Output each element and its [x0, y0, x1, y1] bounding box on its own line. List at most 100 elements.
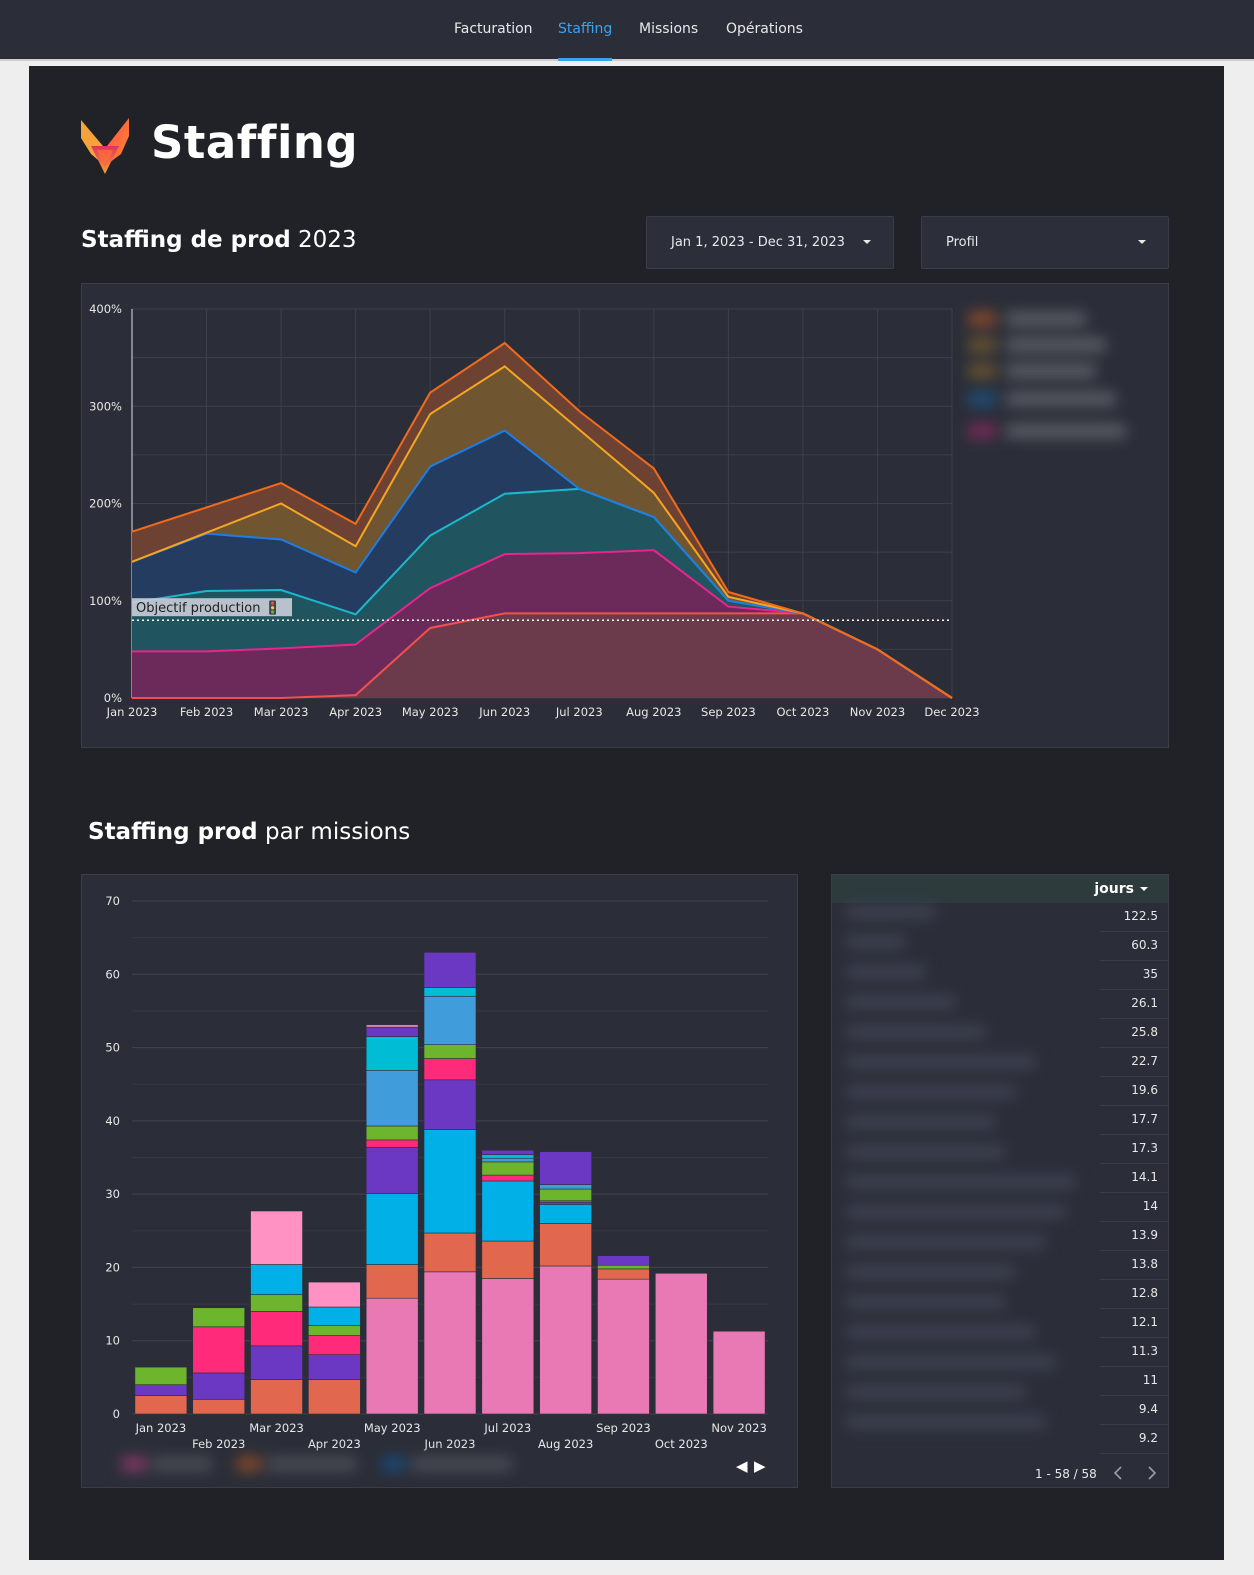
jours-value: 14.1: [1131, 1170, 1158, 1184]
area-series-0: [132, 613, 952, 698]
bar-segment: [423, 1058, 477, 1081]
jours-value: 35: [1142, 967, 1158, 981]
x-tick-label: May 2023: [402, 705, 459, 719]
bar-segment: [250, 1379, 303, 1415]
x-tick-label: Oct 2023: [655, 1437, 708, 1451]
profile-filter-dropdown[interactable]: Profil: [921, 216, 1169, 269]
bar-segment: [539, 1184, 592, 1190]
bar-segment: [481, 1149, 535, 1155]
table-row: 35: [1100, 961, 1168, 990]
bar-segment: [308, 1306, 361, 1326]
table-row: 13.8: [1100, 1251, 1168, 1280]
x-tick-label: Jan 2023: [106, 705, 158, 719]
bar-segment: [539, 1151, 592, 1185]
legend-prev-button[interactable]: ◀: [736, 1457, 748, 1475]
sort-column-jours[interactable]: jours: [1094, 881, 1148, 897]
jours-value: 9.2: [1138, 1431, 1158, 1445]
bar-segment: [481, 1157, 535, 1163]
x-tick-label: Apr 2023: [329, 705, 382, 719]
x-tick-label: Nov 2023: [850, 705, 905, 719]
bar-segment: [365, 1139, 419, 1148]
missions-bar-chart-panel: 0 10 20 30 40 50 60 70 Jan 2023 Feb 2023 Mar 2023 A…: [81, 874, 798, 1488]
bar-segment: [308, 1281, 361, 1308]
bar-segment: [365, 1125, 419, 1141]
page-title: Staffing: [151, 116, 359, 169]
x-tick-label: May 2023: [364, 1421, 421, 1435]
bar-segment: [365, 1297, 419, 1415]
jours-value: 25.8: [1131, 1025, 1158, 1039]
x-tick-label: Aug 2023: [538, 1437, 593, 1451]
bar-segment: [654, 1272, 708, 1415]
bar-segment: [365, 1026, 419, 1037]
area-series-4: [132, 366, 952, 698]
table-row: 22.7: [1100, 1048, 1168, 1077]
chevron-left-icon[interactable]: [1108, 1463, 1128, 1483]
tab-facturation[interactable]: Facturation: [454, 21, 533, 37]
profile-filter-value: Profil: [946, 235, 979, 250]
missions-bar-chart: 0 10 20 30 40 50 60 70 Jan 2023 Feb 2023 Mar 2023 A…: [105, 894, 768, 1451]
table-row: 14.1: [1100, 1164, 1168, 1193]
y-tick-label: 50: [105, 1041, 120, 1055]
jours-value: 9.4: [1138, 1402, 1158, 1416]
table-row: 12.8: [1100, 1280, 1168, 1309]
table-row: 19.6: [1100, 1077, 1168, 1106]
legend-next-button[interactable]: ▶: [754, 1457, 766, 1475]
jours-value: 13.8: [1131, 1257, 1158, 1271]
x-tick-label: Oct 2023: [777, 705, 830, 719]
x-tick-label: Jun 2023: [424, 1437, 476, 1451]
staffing-area-chart-panel: Objectif production 🚦 0% 100% 200% 300% 400% J…: [81, 283, 1169, 748]
tab-missions[interactable]: Missions: [639, 21, 699, 37]
table-row: 12.1: [1100, 1309, 1168, 1338]
sort-desc-icon: [1140, 887, 1148, 891]
bar-segment: [481, 1240, 535, 1279]
jours-value: 60.3: [1131, 938, 1158, 952]
table-row: 9.2: [1100, 1425, 1168, 1454]
bar-segment: [365, 1024, 419, 1028]
bar-segment: [308, 1379, 361, 1415]
x-tick-label: Mar 2023: [254, 705, 309, 719]
jours-value: 12.8: [1131, 1286, 1158, 1300]
y-tick-label: 10: [105, 1334, 120, 1348]
x-tick-label: Sep 2023: [701, 705, 756, 719]
bar-segment: [250, 1294, 303, 1312]
section-title-sub: par missions: [264, 819, 411, 845]
bar-legend-blurred: [112, 1453, 532, 1475]
bar-segment: [192, 1326, 246, 1374]
tab-operations[interactable]: Opérations: [726, 21, 803, 37]
bar-segment: [192, 1399, 246, 1415]
bar-segment: [597, 1264, 650, 1270]
jours-value: 19.6: [1131, 1083, 1158, 1097]
jours-value: 11: [1142, 1373, 1158, 1387]
jours-value: 14: [1142, 1199, 1158, 1213]
x-tick-label: Nov 2023: [711, 1421, 766, 1435]
bar-segment: [192, 1372, 246, 1400]
bar-segment: [365, 1036, 419, 1071]
bar-segment: [308, 1325, 361, 1336]
table-row: 11: [1100, 1367, 1168, 1396]
bar-segment: [481, 1161, 535, 1176]
date-range-picker[interactable]: Jan 1, 2023 - Dec 31, 2023: [646, 216, 894, 269]
chevron-down-icon: [1138, 240, 1146, 244]
bar-segment: [134, 1366, 188, 1385]
pagination-text: 1 - 58 / 58: [1035, 1467, 1097, 1481]
bar-segment: [365, 1193, 419, 1265]
bar-segment: [481, 1154, 535, 1159]
staffing-area-chart: Objectif production 🚦 0% 100% 200% 300% 400% J…: [89, 302, 979, 719]
jours-value: 22.7: [1131, 1054, 1158, 1068]
section-title-staffing: Staffing de prod 2023: [81, 227, 357, 253]
tab-staffing[interactable]: Staffing: [558, 0, 613, 61]
bar-segment: [481, 1180, 535, 1242]
bar-segment: [134, 1395, 188, 1415]
jours-value: 13.9: [1131, 1228, 1158, 1242]
chevron-right-icon[interactable]: [1142, 1463, 1162, 1483]
jours-value: 17.7: [1131, 1112, 1158, 1126]
x-tick-label: Jan 2023: [135, 1421, 187, 1435]
top-navigation: Facturation Staffing Missions Opérations: [0, 0, 1254, 61]
y-tick-label: 200%: [89, 497, 122, 511]
section-title-bold: Staffing prod: [88, 819, 258, 845]
bar-segment: [423, 1044, 477, 1059]
report-page: Staffing Staffing de prod 2023 Jan 1, 20…: [29, 66, 1224, 1560]
column-header-jours: jours: [1094, 881, 1134, 897]
y-tick-label: 0: [113, 1407, 120, 1421]
bar-segment: [539, 1188, 592, 1202]
